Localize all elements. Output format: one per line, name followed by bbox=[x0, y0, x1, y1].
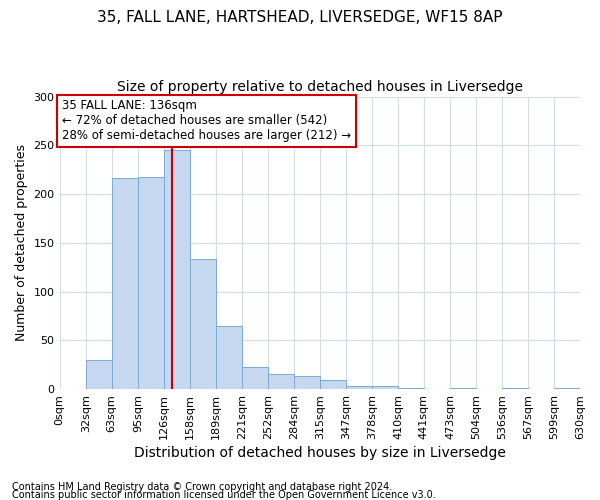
Bar bbox=[294, 376, 320, 389]
Bar bbox=[554, 388, 580, 389]
Bar bbox=[502, 388, 528, 389]
Title: Size of property relative to detached houses in Liversedge: Size of property relative to detached ho… bbox=[117, 80, 523, 94]
Bar bbox=[242, 366, 268, 389]
Bar bbox=[450, 388, 476, 389]
Bar bbox=[215, 326, 242, 389]
Bar bbox=[138, 178, 164, 389]
Bar bbox=[398, 388, 424, 389]
Bar bbox=[372, 386, 398, 389]
Y-axis label: Number of detached properties: Number of detached properties bbox=[15, 144, 28, 342]
Bar bbox=[320, 380, 346, 389]
Bar bbox=[190, 260, 215, 389]
Bar bbox=[346, 386, 372, 389]
Bar bbox=[86, 360, 112, 389]
X-axis label: Distribution of detached houses by size in Liversedge: Distribution of detached houses by size … bbox=[134, 446, 506, 460]
Text: 35, FALL LANE, HARTSHEAD, LIVERSEDGE, WF15 8AP: 35, FALL LANE, HARTSHEAD, LIVERSEDGE, WF… bbox=[97, 10, 503, 25]
Bar bbox=[268, 374, 294, 389]
Text: 35 FALL LANE: 136sqm
← 72% of detached houses are smaller (542)
28% of semi-deta: 35 FALL LANE: 136sqm ← 72% of detached h… bbox=[62, 100, 351, 142]
Text: Contains public sector information licensed under the Open Government Licence v3: Contains public sector information licen… bbox=[12, 490, 436, 500]
Text: Contains HM Land Registry data © Crown copyright and database right 2024.: Contains HM Land Registry data © Crown c… bbox=[12, 482, 392, 492]
Bar bbox=[112, 178, 138, 389]
Bar bbox=[164, 150, 190, 389]
